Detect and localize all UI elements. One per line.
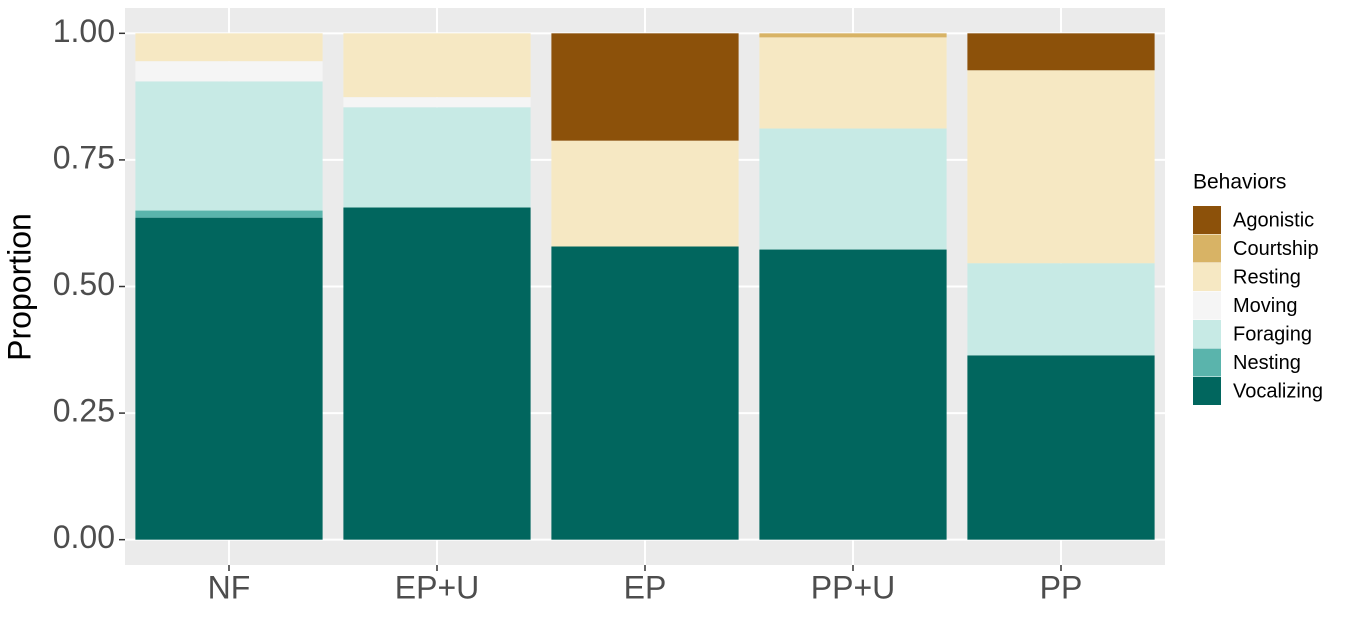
bar-segment bbox=[135, 81, 323, 211]
bar-segment bbox=[135, 33, 323, 62]
x-tick-label: EP bbox=[624, 569, 667, 605]
bar-segment bbox=[759, 33, 947, 38]
bar-segment bbox=[343, 207, 531, 540]
legend-label: Moving bbox=[1233, 295, 1297, 317]
legend-label: Nesting bbox=[1233, 352, 1301, 374]
x-tick-label: PP bbox=[1040, 569, 1083, 605]
bar-segment bbox=[343, 33, 531, 98]
y-tick-label: 1.00 bbox=[53, 13, 115, 49]
y-axis-title: Proportion bbox=[1, 213, 37, 361]
legend-label: Foraging bbox=[1233, 323, 1312, 345]
bar-segment bbox=[967, 33, 1155, 71]
legend-key bbox=[1193, 348, 1221, 377]
legend-key bbox=[1193, 377, 1221, 405]
bar-segment bbox=[135, 61, 323, 82]
y-tick-label: 0.00 bbox=[53, 519, 115, 555]
legend-label: Courtship bbox=[1233, 238, 1319, 260]
bar-segment bbox=[759, 249, 947, 540]
bar-segment bbox=[551, 33, 739, 141]
bar-segment bbox=[551, 140, 739, 247]
legend-label: Resting bbox=[1233, 266, 1301, 288]
y-tick-label: 0.50 bbox=[53, 266, 115, 302]
bar-segment bbox=[343, 97, 531, 108]
legend-key bbox=[1193, 206, 1221, 234]
bar-segment bbox=[759, 37, 947, 129]
legend-key bbox=[1193, 263, 1221, 291]
legend-title: Behaviors bbox=[1193, 171, 1286, 194]
bar-segment bbox=[759, 128, 947, 250]
bar-segment bbox=[967, 70, 1155, 264]
bar-segment bbox=[343, 107, 531, 208]
bar-segment bbox=[551, 246, 739, 540]
x-tick-label: PP+U bbox=[811, 569, 895, 605]
legend-key bbox=[1193, 234, 1221, 263]
legend-label: Vocalizing bbox=[1233, 380, 1323, 402]
legend-label: Agonistic bbox=[1233, 209, 1314, 231]
bar-segment bbox=[135, 217, 323, 540]
bar-segment bbox=[967, 355, 1155, 540]
legend-key bbox=[1193, 291, 1221, 320]
x-tick-label: NF bbox=[208, 569, 251, 605]
bar-segment bbox=[135, 210, 323, 218]
bar-segment bbox=[967, 263, 1155, 356]
legend-key bbox=[1193, 320, 1221, 348]
y-tick-label: 0.75 bbox=[53, 139, 115, 175]
y-tick-label: 0.25 bbox=[53, 393, 115, 429]
x-tick-label: EP+U bbox=[395, 569, 479, 605]
